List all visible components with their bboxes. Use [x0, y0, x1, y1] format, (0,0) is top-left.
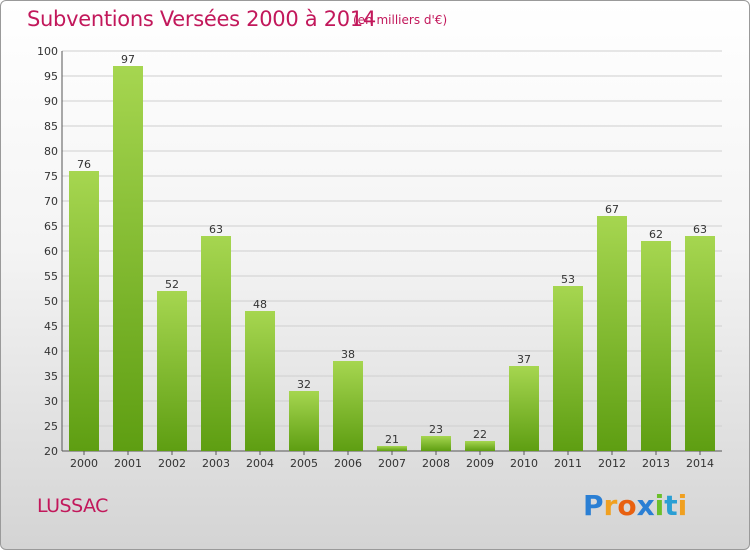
y-tick-label: 100	[37, 45, 58, 58]
bar	[201, 236, 231, 451]
unit-note: (en milliers d'€)	[353, 13, 448, 27]
x-tick-label: 2010	[510, 457, 538, 470]
x-tick-label: 2001	[114, 457, 142, 470]
x-tick-label: 2006	[334, 457, 362, 470]
data-label: 53	[561, 273, 575, 286]
y-tick-label: 45	[44, 320, 58, 333]
bar	[421, 436, 451, 451]
x-tick-label: 2005	[290, 457, 318, 470]
logo-letter: r	[603, 489, 618, 522]
y-tick-label: 20	[44, 445, 58, 458]
logo-letter: i	[654, 489, 665, 522]
bar	[685, 236, 715, 451]
y-tick-label: 75	[44, 170, 58, 183]
x-tick-label: 2012	[598, 457, 626, 470]
proxiti-logo: Proxiti	[583, 489, 687, 522]
x-tick-label: 2004	[246, 457, 274, 470]
bar	[289, 391, 319, 451]
x-tick-label: 2007	[378, 457, 406, 470]
y-tick-label: 85	[44, 120, 58, 133]
bar	[245, 311, 275, 451]
x-tick-label: 2002	[158, 457, 186, 470]
y-tick-label: 80	[44, 145, 58, 158]
logo-letter: o	[617, 489, 637, 522]
x-tick-label: 2014	[686, 457, 714, 470]
data-label: 48	[253, 298, 267, 311]
y-tick-label: 90	[44, 95, 58, 108]
logo-letter: P	[583, 489, 604, 522]
data-label: 62	[649, 228, 663, 241]
location-label: LUSSAC	[37, 495, 108, 517]
y-tick-label: 35	[44, 370, 58, 383]
x-tick-label: 2009	[466, 457, 494, 470]
logo-letter: i	[677, 489, 688, 522]
data-label: 37	[517, 353, 531, 366]
bar	[597, 216, 627, 451]
data-label: 22	[473, 428, 487, 441]
x-tick-label: 2000	[70, 457, 98, 470]
x-tick-label: 2003	[202, 457, 230, 470]
bar	[641, 241, 671, 451]
y-tick-label: 60	[44, 245, 58, 258]
bar	[509, 366, 539, 451]
bar	[113, 66, 143, 451]
data-label: 32	[297, 378, 311, 391]
data-label: 23	[429, 423, 443, 436]
bar	[157, 291, 187, 451]
bar	[377, 446, 407, 451]
bar	[465, 441, 495, 451]
data-label: 21	[385, 433, 399, 446]
logo-letter: t	[664, 489, 678, 522]
x-tick-label: 2011	[554, 457, 582, 470]
x-tick-label: 2008	[422, 457, 450, 470]
data-label: 63	[693, 223, 707, 236]
data-label: 63	[209, 223, 223, 236]
bar	[553, 286, 583, 451]
data-label: 38	[341, 348, 355, 361]
y-tick-label: 25	[44, 420, 58, 433]
data-label: 67	[605, 203, 619, 216]
data-label: 52	[165, 278, 179, 291]
y-tick-label: 40	[44, 345, 58, 358]
chart-title: Subventions Versées 2000 à 2014	[27, 7, 376, 31]
bar	[69, 171, 99, 451]
y-tick-label: 50	[44, 295, 58, 308]
data-label: 76	[77, 158, 91, 171]
logo-letter: x	[636, 489, 655, 522]
y-tick-label: 70	[44, 195, 58, 208]
y-tick-label: 55	[44, 270, 58, 283]
data-label: 97	[121, 53, 135, 66]
y-tick-label: 65	[44, 220, 58, 233]
y-tick-label: 95	[44, 70, 58, 83]
bar	[333, 361, 363, 451]
x-tick-label: 2013	[642, 457, 670, 470]
y-tick-label: 30	[44, 395, 58, 408]
